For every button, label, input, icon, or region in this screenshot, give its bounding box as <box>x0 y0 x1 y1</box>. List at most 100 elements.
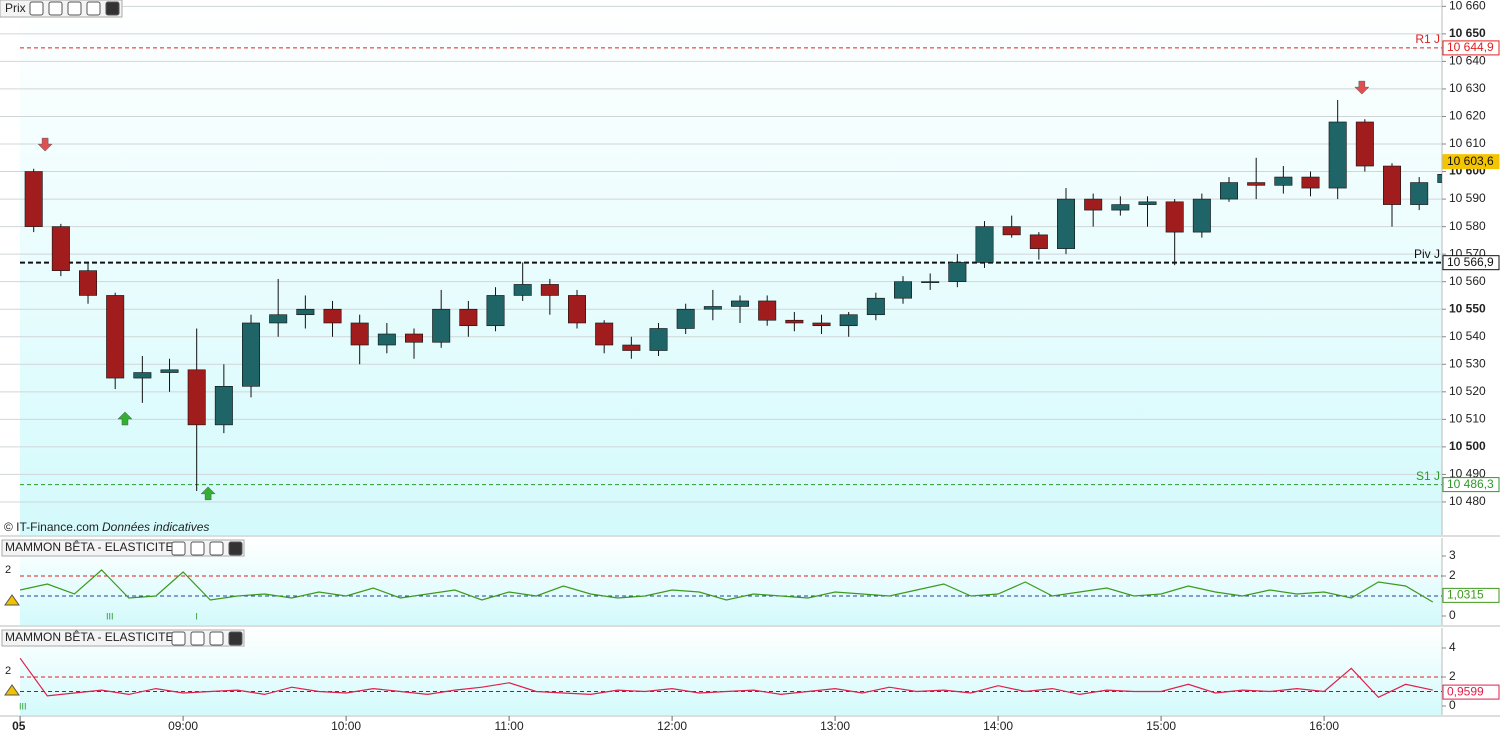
last-value: 10 603,6 <box>1447 154 1494 168</box>
toolbar-button[interactable] <box>209 631 224 646</box>
y-tick-label: 10 610 <box>1449 136 1486 150</box>
toolbar-button[interactable] <box>228 631 243 646</box>
candle-body <box>540 284 559 296</box>
candle-body <box>1138 201 1157 205</box>
signal-marker: I <box>195 611 198 621</box>
toolbar-button[interactable] <box>228 541 243 556</box>
last-value-box <box>1442 587 1500 603</box>
button-icon[interactable] <box>228 631 243 646</box>
candle-body <box>513 284 532 296</box>
candle-body <box>703 306 722 310</box>
candle-body <box>1029 234 1048 249</box>
candle-body <box>133 372 152 379</box>
y-tick-label: 4 <box>1449 640 1456 654</box>
candle-body <box>1192 198 1211 233</box>
x-tick-label: 16:00 <box>1309 719 1339 733</box>
toolbar-button[interactable] <box>190 631 205 646</box>
candle-body <box>1301 176 1320 189</box>
button-icon[interactable] <box>86 1 101 16</box>
y-tick-label: 10 480 <box>1449 494 1486 508</box>
button-icon[interactable] <box>190 631 205 646</box>
candle-body <box>79 270 98 296</box>
button-icon[interactable] <box>209 541 224 556</box>
x-tick-label: 13:00 <box>820 719 850 733</box>
x-tick-label: 12:00 <box>657 719 687 733</box>
candle-body <box>1274 176 1293 186</box>
x-tick-label: 11:00 <box>495 719 524 733</box>
candle-body <box>731 300 750 307</box>
level-tag: 2 <box>5 564 11 576</box>
panel-background <box>20 538 1442 625</box>
y-tick-label: 10 650 <box>1449 26 1486 40</box>
button-icon[interactable] <box>171 631 186 646</box>
button-icon[interactable] <box>209 631 224 646</box>
y-tick-label: 10 560 <box>1449 274 1486 288</box>
y-tick-label: 2 <box>1449 669 1456 683</box>
toolbar-button[interactable] <box>29 1 44 16</box>
candle-body <box>486 295 505 327</box>
toolbar-button[interactable] <box>171 541 186 556</box>
button-icon[interactable] <box>48 1 63 16</box>
candle-body <box>160 369 179 373</box>
disclaimer: Données indicatives <box>102 520 209 534</box>
level-name: S1 J <box>1416 469 1440 483</box>
x-tick-label: 10:00 <box>331 719 361 733</box>
toolbar-button[interactable] <box>209 541 224 556</box>
x-tick-label: 09:00 <box>168 719 198 733</box>
candle-body <box>1383 165 1402 205</box>
panel-title: MAMMON BÊTA - ELASTICITE <box>5 539 173 554</box>
y-tick-label: 10 660 <box>1449 0 1486 13</box>
candle-body <box>296 308 315 316</box>
button-icon[interactable] <box>190 541 205 556</box>
y-tick-label: 0 <box>1449 698 1456 712</box>
last-value: 0,9599 <box>1447 684 1484 698</box>
level-value: 10 486,3 <box>1447 477 1494 491</box>
toolbar-button[interactable] <box>48 1 63 16</box>
candle-body <box>350 322 369 346</box>
button-icon[interactable] <box>105 1 120 16</box>
y-tick-label: 0 <box>1449 608 1456 622</box>
alert-bell[interactable] <box>4 594 20 606</box>
candle-body <box>106 295 125 379</box>
toolbar-button[interactable] <box>190 541 205 556</box>
candle-body <box>187 369 206 426</box>
signal-arrow <box>117 411 133 426</box>
y-tick-label: 10 540 <box>1449 329 1486 343</box>
last-value-box <box>1442 154 1500 170</box>
button-icon[interactable] <box>67 1 82 16</box>
candle-body <box>1437 173 1442 183</box>
y-tick-label: 10 630 <box>1449 81 1486 95</box>
panel-background <box>20 0 1442 535</box>
last-value-box <box>1442 684 1500 700</box>
y-tick-label: 10 620 <box>1449 109 1486 123</box>
button-icon[interactable] <box>29 1 44 16</box>
y-tick-label: 10 510 <box>1449 412 1486 426</box>
y-tick-label: 10 490 <box>1449 467 1486 481</box>
x-tick-label: 15:00 <box>1146 719 1176 733</box>
button-icon[interactable] <box>171 541 186 556</box>
candle-body <box>323 308 342 324</box>
candle-body <box>51 226 70 271</box>
toolbar-button[interactable] <box>67 1 82 16</box>
alert-bell[interactable] <box>4 684 20 696</box>
candle-body <box>1165 201 1184 233</box>
indicator-line <box>19 569 1434 603</box>
level-value-box <box>1442 40 1500 56</box>
toolbar-button[interactable] <box>86 1 101 16</box>
signal-marker: III <box>19 701 27 711</box>
level-value: 10 644,9 <box>1447 40 1494 54</box>
copyright: © IT-Finance.com <box>4 520 99 534</box>
candle-body <box>377 333 396 346</box>
signal-arrow <box>1354 80 1370 95</box>
y-tick-label: 10 640 <box>1449 54 1486 68</box>
candle-body <box>1410 182 1429 205</box>
button-icon[interactable] <box>228 541 243 556</box>
candle-body <box>1057 198 1076 249</box>
y-tick-label: 10 530 <box>1449 356 1486 370</box>
toolbar-button[interactable] <box>105 1 120 16</box>
panel-title: MAMMON BÊTA - ELASTICITE <box>5 629 173 644</box>
toolbar-button[interactable] <box>171 631 186 646</box>
signal-arrow <box>200 486 216 501</box>
